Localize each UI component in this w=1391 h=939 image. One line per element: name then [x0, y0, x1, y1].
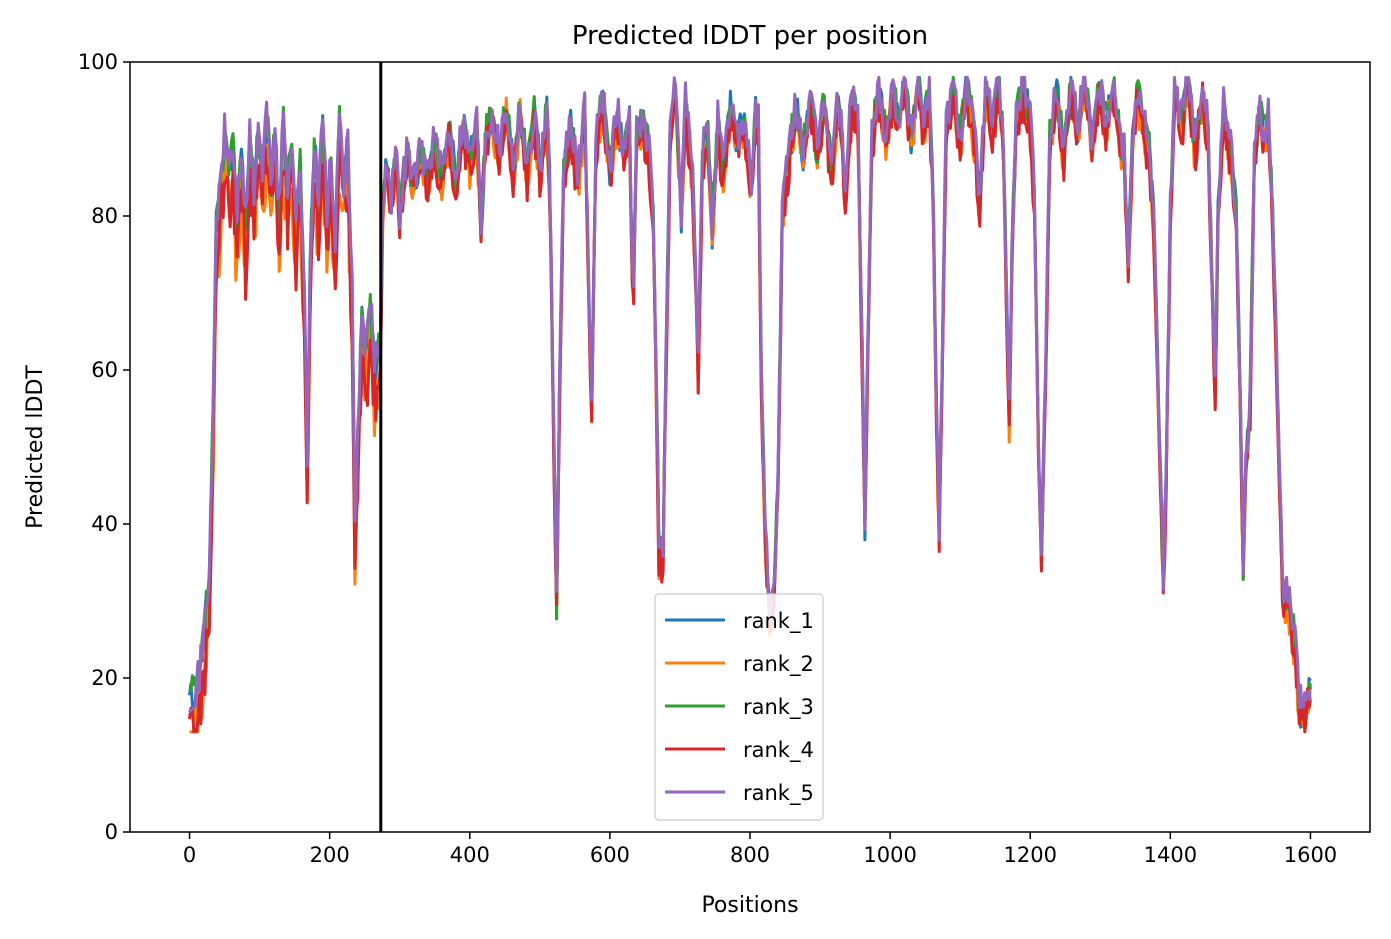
y-axis-label: Predicted lDDT — [23, 365, 48, 529]
x-tick-label: 600 — [590, 843, 630, 867]
x-axis-label: Positions — [701, 893, 798, 918]
legend-label-rank_2: rank_2 — [743, 652, 814, 677]
y-tick-label: 100 — [78, 50, 118, 74]
x-axis: 0 200 400 600 800 1000 1200 1400 1600 — [183, 832, 1337, 867]
legend-label-rank_1: rank_1 — [743, 609, 814, 634]
x-tick-label: 1200 — [1003, 843, 1056, 867]
y-tick-label: 20 — [91, 666, 118, 690]
legend-label-rank_3: rank_3 — [743, 695, 814, 720]
x-tick-label: 1600 — [1284, 843, 1337, 867]
series-layer — [188, 75, 1312, 734]
y-tick-label: 80 — [91, 204, 118, 228]
legend-label-rank_4: rank_4 — [743, 738, 814, 763]
x-tick-label: 800 — [730, 843, 770, 867]
y-tick-label: 40 — [91, 512, 118, 536]
chart-title: Predicted lDDT per position — [572, 21, 928, 51]
x-tick-label: 200 — [310, 843, 350, 867]
y-axis: 0 20 40 60 80 100 — [78, 50, 130, 844]
y-tick-label: 0 — [105, 820, 118, 844]
y-tick-label: 60 — [91, 358, 118, 382]
x-tick-label: 1000 — [863, 843, 916, 867]
legend-box — [654, 593, 824, 821]
legend-label-rank_5: rank_5 — [743, 781, 814, 806]
x-tick-label: 400 — [450, 843, 490, 867]
x-tick-label: 0 — [183, 843, 196, 867]
series-line-rank_5 — [188, 75, 1312, 714]
x-tick-label: 1400 — [1144, 843, 1197, 867]
legend: rank_1 rank_2 rank_3 rank_4 rank_5 — [654, 593, 824, 821]
